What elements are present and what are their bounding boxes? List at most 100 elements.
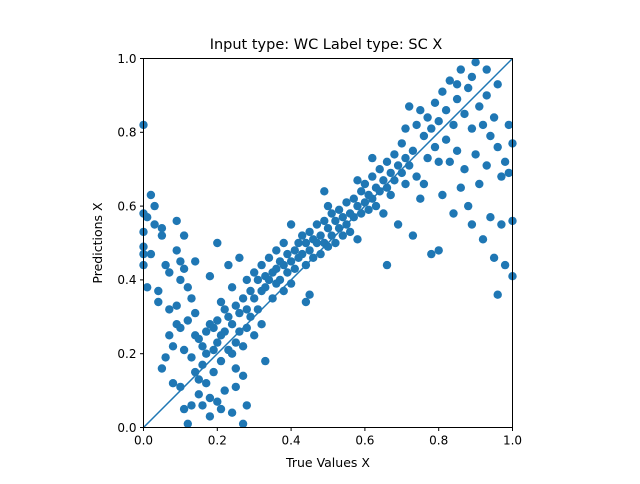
data-point bbox=[320, 187, 329, 196]
data-point bbox=[250, 294, 259, 303]
data-point bbox=[427, 124, 436, 133]
data-point bbox=[449, 209, 458, 218]
data-point bbox=[176, 275, 185, 285]
data-point bbox=[231, 382, 240, 392]
data-point bbox=[360, 179, 370, 189]
data-point bbox=[368, 153, 377, 163]
data-point bbox=[231, 301, 240, 310]
data-point bbox=[157, 224, 167, 233]
data-point bbox=[430, 142, 440, 152]
data-point bbox=[172, 246, 181, 255]
data-point bbox=[419, 179, 429, 189]
data-point bbox=[286, 220, 296, 229]
data-point bbox=[224, 312, 233, 321]
data-point bbox=[187, 294, 196, 303]
data-point bbox=[202, 379, 211, 388]
y-tick-label: 0.8 bbox=[117, 126, 136, 140]
data-point bbox=[227, 408, 237, 417]
data-point bbox=[493, 290, 502, 299]
data-point bbox=[238, 294, 248, 303]
data-point bbox=[338, 231, 347, 240]
data-point bbox=[283, 249, 292, 259]
data-point bbox=[290, 264, 299, 273]
data-point bbox=[179, 231, 189, 240]
data-point bbox=[250, 268, 259, 277]
data-point bbox=[349, 194, 358, 203]
data-point bbox=[242, 305, 251, 314]
data-point bbox=[183, 316, 192, 325]
data-point bbox=[438, 190, 447, 200]
data-point bbox=[416, 106, 425, 115]
data-point bbox=[379, 209, 388, 218]
chart-title: Input type: WC Label type: SC X bbox=[210, 37, 443, 53]
data-point bbox=[172, 320, 181, 329]
data-point bbox=[320, 216, 329, 226]
data-point bbox=[176, 257, 185, 266]
data-point bbox=[165, 331, 174, 340]
data-point bbox=[275, 275, 285, 285]
data-point bbox=[434, 157, 443, 166]
data-point bbox=[261, 283, 270, 292]
data-point bbox=[220, 305, 229, 314]
data-point bbox=[323, 201, 333, 211]
plot-frame bbox=[143, 58, 513, 428]
x-axis: 0.0 0.2 0.4 0.6 0.8 1.0 bbox=[134, 427, 522, 448]
data-point bbox=[408, 231, 418, 240]
data-point bbox=[456, 65, 465, 74]
data-point bbox=[301, 297, 311, 307]
data-point bbox=[482, 91, 491, 100]
data-point bbox=[238, 371, 248, 380]
data-point bbox=[327, 209, 336, 218]
data-point bbox=[493, 80, 502, 89]
data-point bbox=[467, 220, 477, 229]
data-point bbox=[386, 168, 395, 178]
data-point bbox=[338, 213, 347, 222]
y-tick-label: 1.0 bbox=[117, 52, 136, 66]
data-point bbox=[382, 260, 392, 270]
data-point bbox=[261, 356, 270, 366]
data-point bbox=[209, 323, 218, 333]
data-point bbox=[305, 246, 314, 255]
data-point bbox=[168, 379, 178, 388]
data-point bbox=[238, 419, 248, 428]
data-point bbox=[401, 124, 410, 133]
data-point bbox=[157, 364, 167, 373]
y-tick-label: 0.2 bbox=[117, 347, 136, 361]
data-point bbox=[342, 198, 351, 207]
data-point bbox=[157, 231, 167, 240]
data-point bbox=[168, 342, 178, 351]
data-point bbox=[482, 161, 491, 170]
data-point bbox=[272, 246, 281, 255]
data-point bbox=[231, 364, 240, 373]
data-point bbox=[216, 404, 226, 414]
y-axis-label: Predictions X bbox=[90, 202, 105, 284]
data-point bbox=[382, 157, 392, 166]
data-point bbox=[393, 220, 403, 229]
y-tick-label: 0.0 bbox=[117, 421, 136, 435]
x-tick-label: 0.0 bbox=[134, 434, 153, 448]
reference-line-layer bbox=[142, 57, 514, 429]
y-tick-label: 0.4 bbox=[117, 273, 136, 287]
data-point bbox=[179, 264, 189, 273]
data-point bbox=[187, 401, 196, 410]
data-point bbox=[264, 275, 274, 285]
data-point bbox=[250, 331, 259, 340]
data-point bbox=[416, 194, 425, 203]
data-point bbox=[183, 283, 192, 292]
data-point bbox=[154, 297, 163, 307]
data-point bbox=[486, 213, 495, 222]
data-point bbox=[475, 179, 484, 189]
data-point bbox=[364, 205, 373, 214]
data-point bbox=[286, 257, 296, 266]
data-point bbox=[187, 353, 196, 362]
y-axis: 0.0 0.2 0.4 0.6 0.8 1.0 bbox=[117, 52, 144, 435]
data-point bbox=[504, 168, 513, 178]
data-point bbox=[279, 260, 288, 270]
data-point bbox=[298, 249, 307, 259]
data-point bbox=[202, 349, 211, 358]
data-point bbox=[500, 260, 510, 270]
data-point bbox=[150, 201, 159, 211]
data-point bbox=[368, 172, 377, 181]
data-point bbox=[202, 327, 211, 336]
data-point bbox=[272, 264, 281, 273]
